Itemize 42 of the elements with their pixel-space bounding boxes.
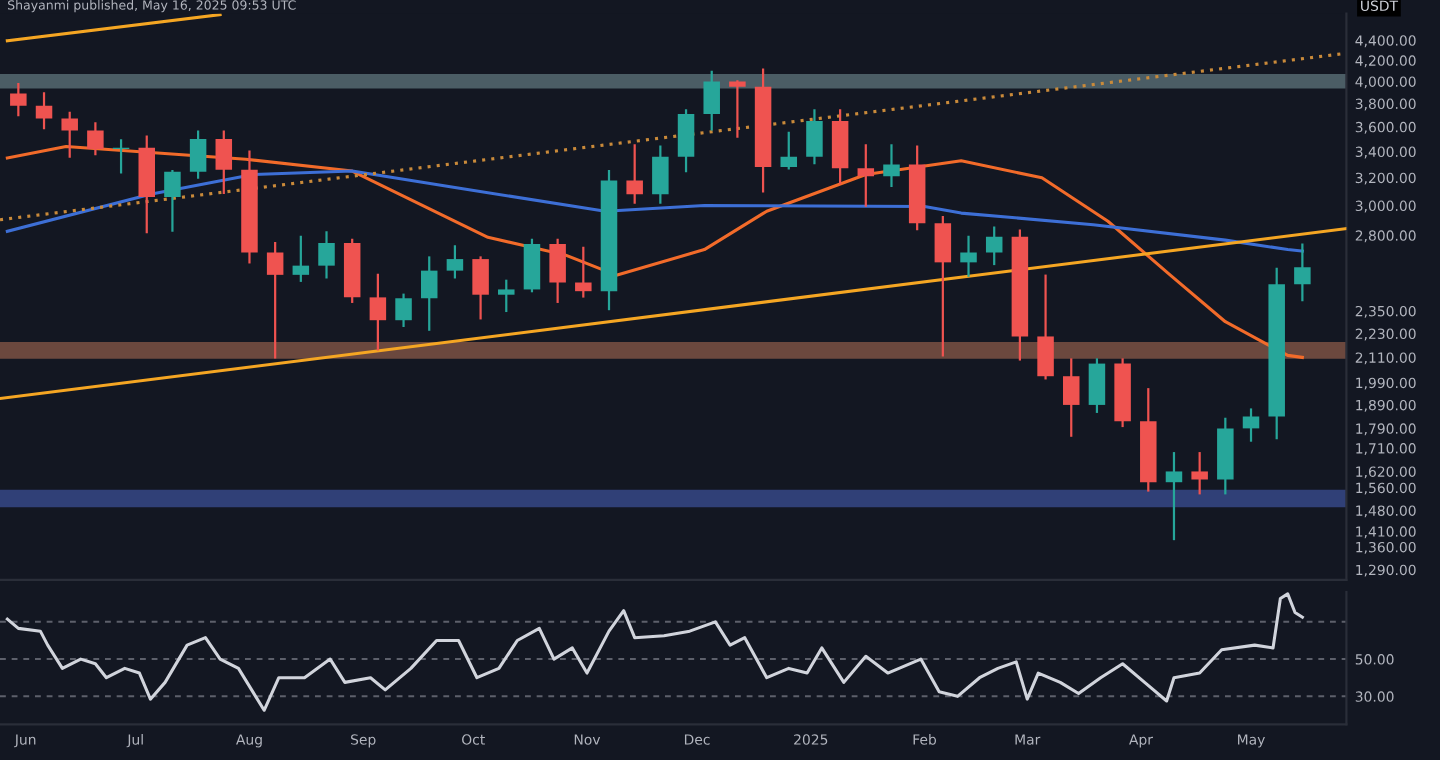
candlestick <box>831 109 849 185</box>
candlestick <box>857 144 875 207</box>
candlestick <box>369 273 387 351</box>
candlestick <box>472 256 489 320</box>
candlestick <box>215 130 233 194</box>
candlestick <box>934 216 952 357</box>
line-series <box>5 592 1304 712</box>
candlestick <box>523 238 541 293</box>
candlestick <box>626 144 643 204</box>
candlestick <box>164 169 181 232</box>
candlestick <box>61 111 78 158</box>
candlestick <box>1242 408 1260 442</box>
candlestick <box>1037 274 1054 380</box>
candlestick <box>985 226 1003 266</box>
candlestick <box>549 238 566 303</box>
candlestick <box>420 256 438 331</box>
candlestick <box>1088 358 1106 413</box>
candlestick <box>729 80 746 138</box>
candlestick <box>806 109 823 165</box>
candlestick <box>498 279 515 313</box>
candlestick <box>266 241 284 359</box>
line-series <box>5 144 1304 359</box>
line-series <box>5 169 1304 253</box>
candlestick <box>395 293 412 327</box>
candlestick <box>1294 243 1311 302</box>
candlestick <box>1191 452 1208 495</box>
candlestick <box>189 130 207 179</box>
candlestick <box>10 83 27 117</box>
candlestick <box>703 70 720 131</box>
candlestick <box>318 231 335 279</box>
candlestick <box>1165 452 1183 541</box>
candlestick <box>677 109 695 173</box>
candlestick <box>883 144 900 187</box>
candlestick <box>960 235 977 277</box>
candlestick <box>446 245 464 279</box>
candlestick <box>35 92 53 130</box>
candlestick <box>575 246 592 298</box>
candlestick <box>780 131 798 170</box>
candlestick <box>652 145 669 204</box>
candlestick <box>1063 358 1080 437</box>
candlestick <box>292 235 310 282</box>
candlestick <box>87 122 104 156</box>
